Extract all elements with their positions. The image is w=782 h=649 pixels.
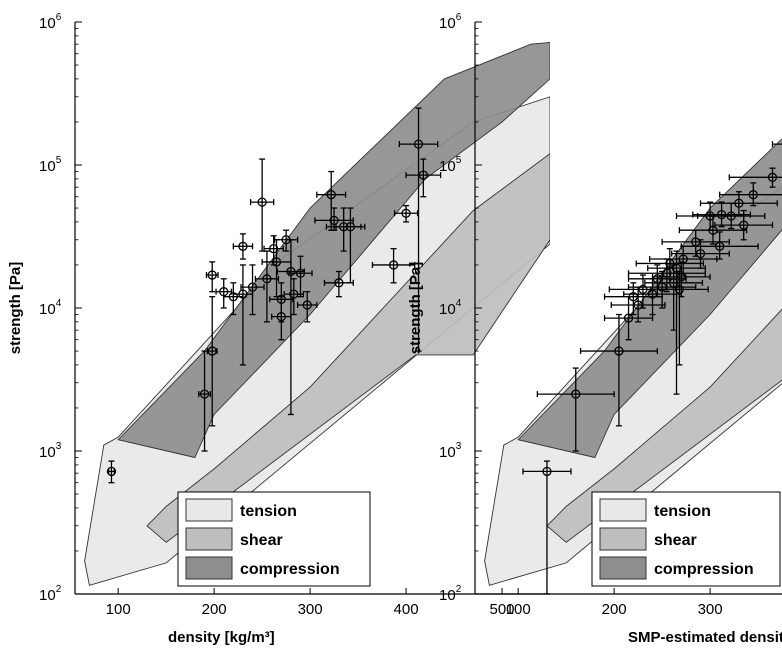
x-tick-label: 400 <box>394 601 419 618</box>
y-tick-label: 106 <box>439 12 462 32</box>
x-tick-label: 300 <box>298 601 323 618</box>
data-point <box>216 279 231 308</box>
legend-label: compression <box>240 561 340 578</box>
x-axis-label: density [kg/m³] <box>168 629 275 646</box>
legend-label: compression <box>654 561 754 578</box>
legend: tension shear compression <box>178 492 370 586</box>
legend-swatch <box>186 528 232 550</box>
x-axis-label: SMP-estimated density [kg/m³] <box>628 629 782 646</box>
y-tick-label: 106 <box>39 12 62 32</box>
legend-swatch <box>600 528 646 550</box>
legend-item-compression: compression <box>600 557 754 579</box>
y-axis-label: strength [Pa] <box>7 262 24 355</box>
legend-label: tension <box>654 503 711 520</box>
legend-label: shear <box>240 532 283 549</box>
legend-swatch <box>186 557 232 579</box>
legend-item-tension: tension <box>600 499 711 521</box>
legend-item-compression: compression <box>186 557 340 579</box>
legend-swatch <box>600 499 646 521</box>
y-tick-label: 103 <box>439 441 462 461</box>
legend-swatch <box>600 557 646 579</box>
x-tick-label: 300 <box>698 601 723 618</box>
y-tick-label: 105 <box>39 155 62 175</box>
left-strength-vs-density-chart: 100 200 300 400 500 102 103 104 105 106 density [k… <box>7 12 550 646</box>
x-tick-label: 200 <box>602 601 627 618</box>
x-tick-label: 100 <box>106 601 131 618</box>
legend-item-tension: tension <box>186 499 297 521</box>
legend-swatch <box>186 499 232 521</box>
y-tick-label: 102 <box>439 584 462 604</box>
legend-label: shear <box>654 532 697 549</box>
data-point <box>206 262 218 292</box>
y-tick-label: 103 <box>39 441 62 461</box>
data-point <box>251 159 274 251</box>
legend: tension shear compression <box>592 492 780 586</box>
y-axis-label: strength [Pa] <box>407 262 424 355</box>
y-tick-label: 102 <box>39 584 62 604</box>
y-tick-label: 104 <box>39 298 62 318</box>
data-point <box>233 234 252 259</box>
x-tick-label: 200 <box>202 601 227 618</box>
x-tick-label: 100 <box>506 601 531 618</box>
legend-label: tension <box>240 503 297 520</box>
